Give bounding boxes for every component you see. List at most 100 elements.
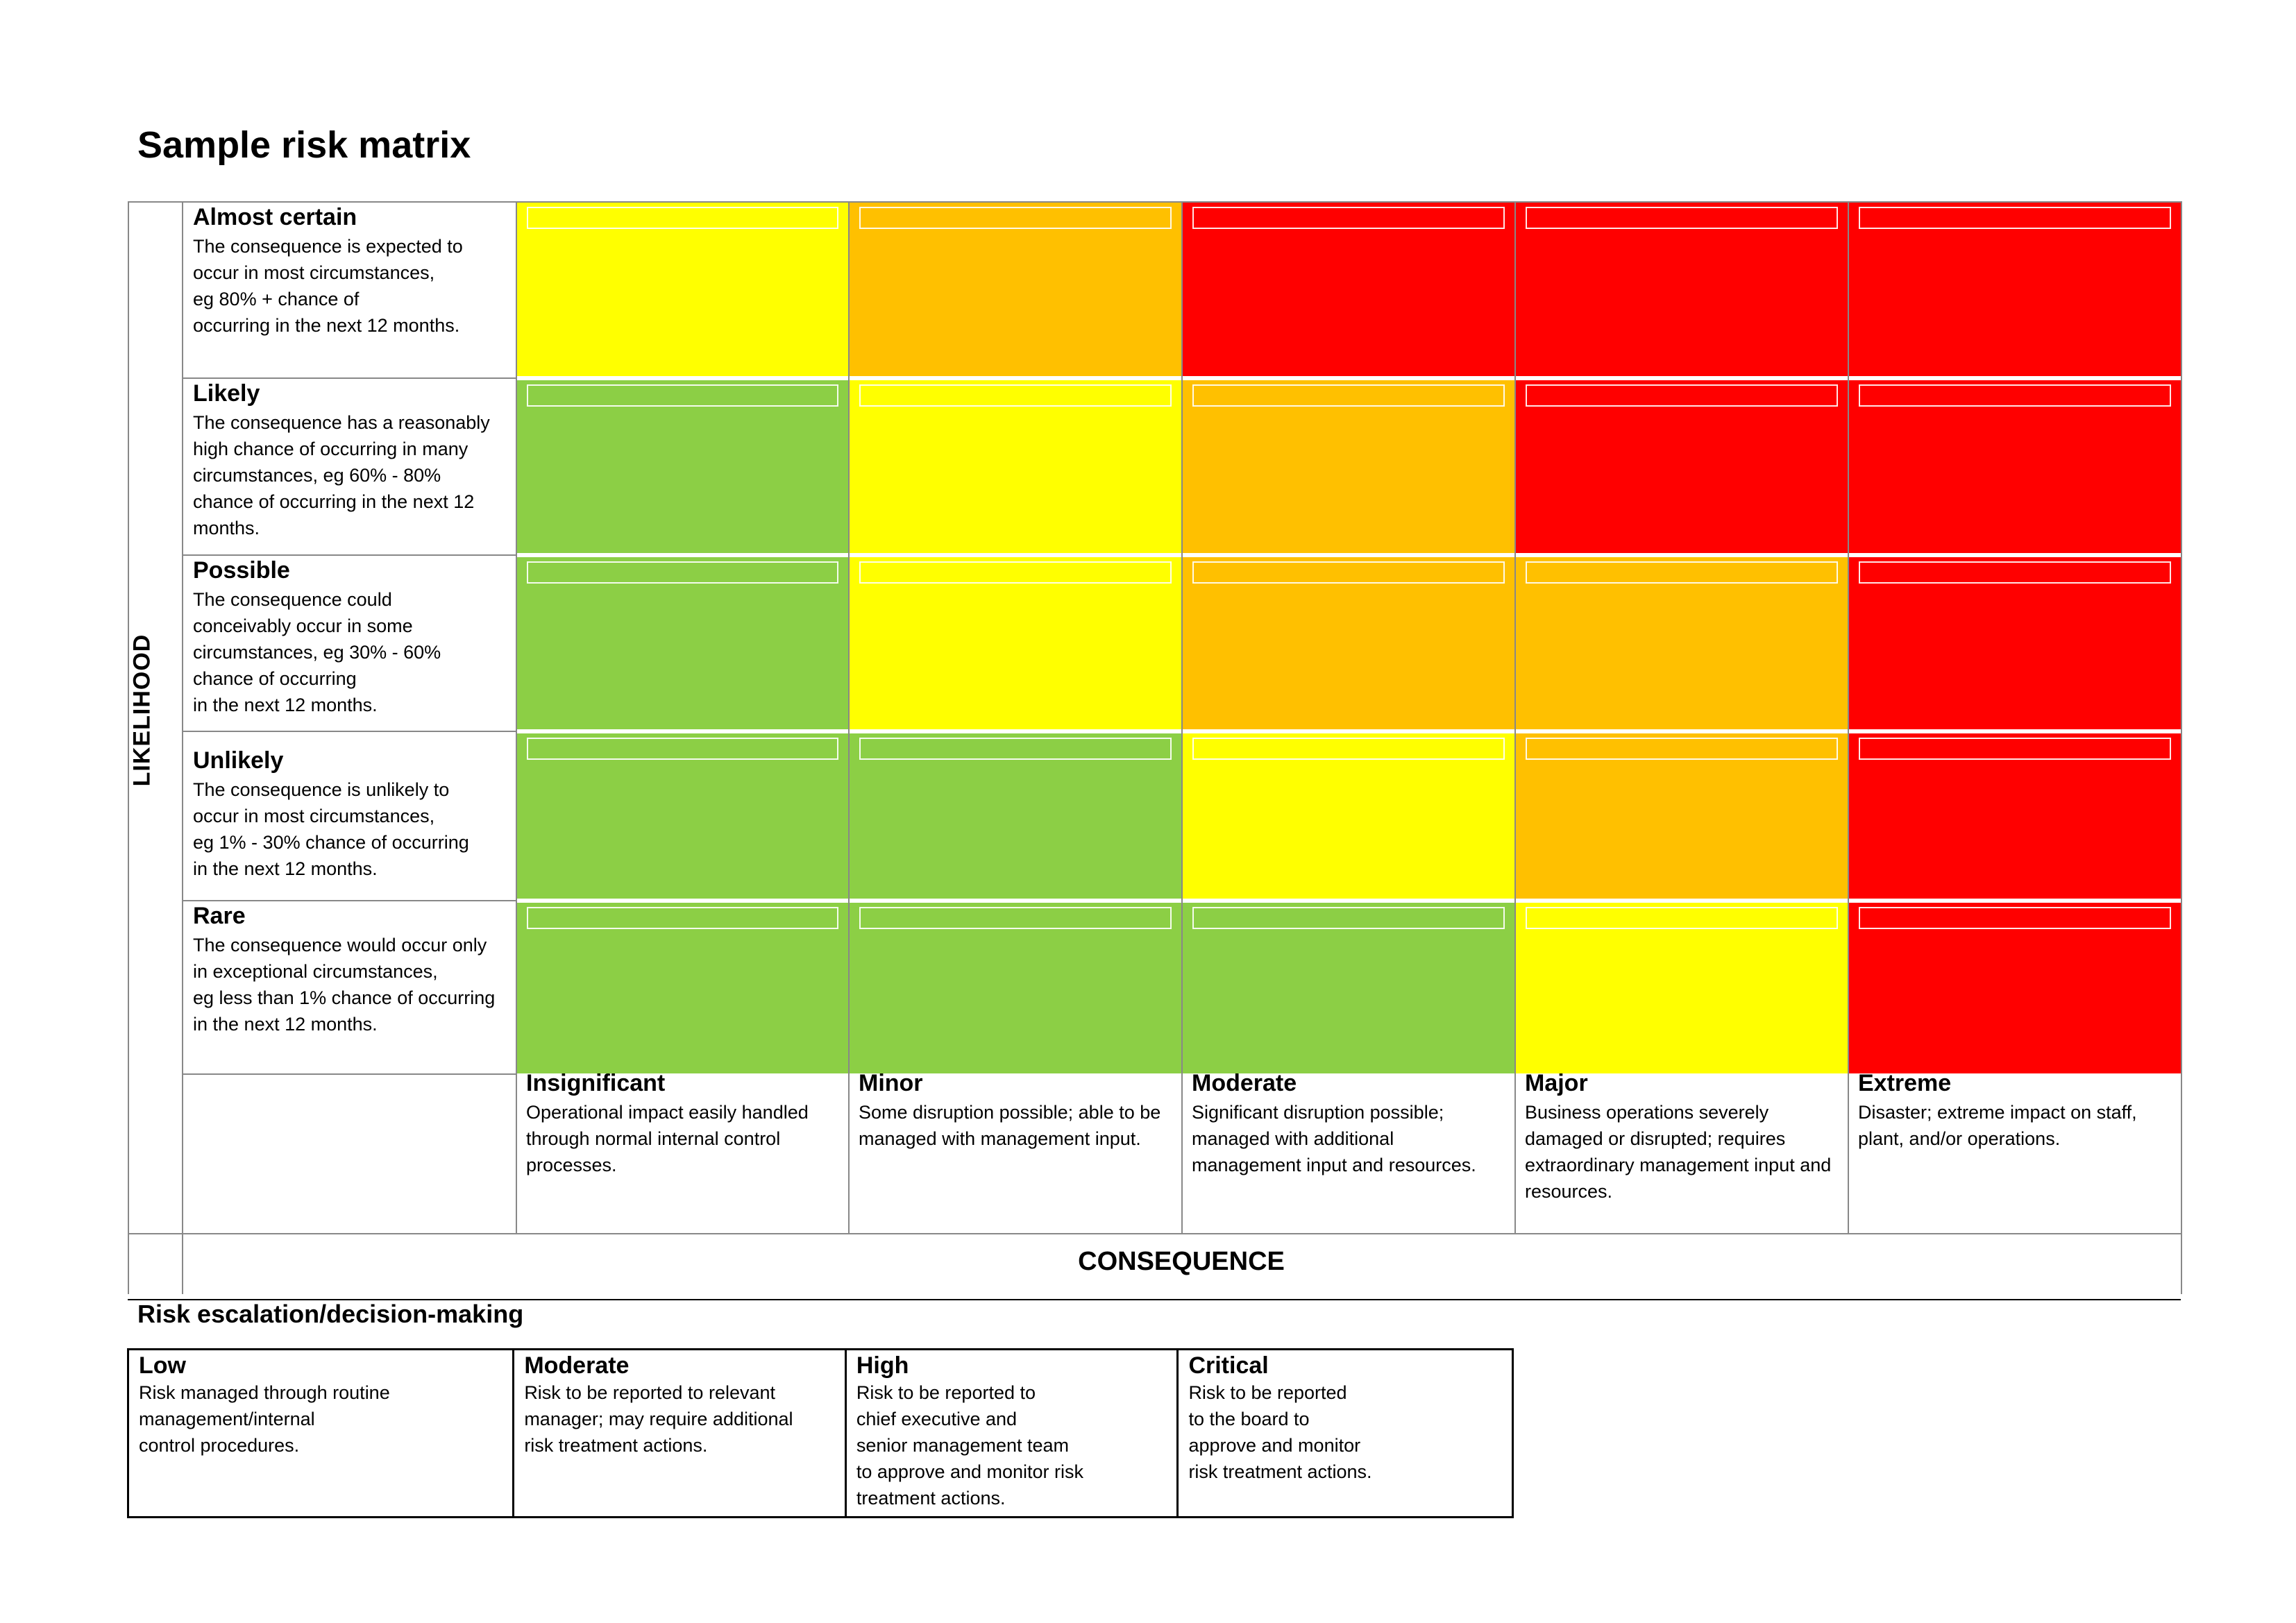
risk-cell-yellow	[1516, 903, 1848, 1073]
likelihood-level-description: The consequence could conceivably occur …	[193, 589, 441, 715]
likelihood-level-description: The consequence has a reasonably high ch…	[193, 412, 490, 538]
cell-label-box	[859, 561, 1172, 584]
column-divider	[1181, 201, 1183, 1233]
cell-label-box	[1192, 561, 1505, 584]
risk-cell-orange	[1516, 557, 1848, 729]
cell-label-box	[1526, 384, 1838, 407]
row-divider	[182, 900, 516, 901]
column-divider	[1514, 201, 1516, 1233]
cell-label-box	[859, 384, 1172, 407]
escalation-level-description: Risk managed through routine management/…	[139, 1382, 390, 1456]
consequence-column-label: Major Business operations severely damage…	[1525, 1069, 1839, 1205]
label-column-border	[182, 201, 183, 1294]
escalation-level-name: Low	[139, 1352, 186, 1379]
escalation-level-name: Critical	[1188, 1352, 1269, 1379]
column-divider	[848, 201, 850, 1233]
row-divider	[182, 1073, 516, 1075]
cell-label-box	[1859, 907, 2171, 929]
risk-cell-yellow	[850, 557, 1181, 729]
consequence-column-label: Minor Some disruption possible; able to b…	[859, 1069, 1172, 1152]
consequence-axis-title: CONSEQUENCE	[1078, 1246, 1285, 1276]
likelihood-row-label: Rare The consequence would occur only in …	[193, 901, 512, 1037]
consequence-level-name: Moderate	[1192, 1070, 1297, 1096]
risk-cell-red	[1849, 733, 2181, 899]
risk-cell-green	[850, 733, 1181, 899]
escalation-level-name: High	[856, 1352, 909, 1379]
likelihood-row-label: Unlikely The consequence is unlikely to o…	[193, 746, 512, 882]
cell-label-box	[527, 384, 838, 407]
consequence-level-description: Significant disruption possible; managed…	[1192, 1102, 1476, 1175]
risk-cell-yellow	[850, 380, 1181, 553]
risk-cell-green	[517, 557, 848, 729]
likelihood-level-name: Possible	[193, 557, 290, 584]
matrix-left-border	[128, 201, 129, 1294]
escalation-level-critical: Critical Risk to be reported to the board…	[1179, 1350, 1512, 1516]
likelihood-level-name: Likely	[193, 380, 260, 407]
escalation-title: Risk escalation/decision-making	[137, 1300, 524, 1328]
consequence-level-description: Business operations severely damaged or …	[1525, 1102, 1832, 1202]
consequence-level-name: Insignificant	[526, 1070, 666, 1096]
cell-label-box	[1526, 561, 1838, 584]
cell-label-box	[527, 207, 838, 229]
risk-cell-orange	[1516, 733, 1848, 899]
cell-label-box	[1859, 207, 2171, 229]
escalation-level-name: Moderate	[524, 1352, 630, 1379]
cell-label-box	[859, 907, 1172, 929]
column-divider	[1848, 201, 1849, 1233]
likelihood-row-label: Almost certain The consequence is expecte…	[193, 203, 512, 339]
matrix-top-border	[128, 201, 2181, 203]
cell-label-box	[859, 738, 1172, 760]
cell-label-box	[1192, 738, 1505, 760]
risk-cell-green	[1183, 903, 1514, 1073]
risk-cell-red	[1516, 203, 1848, 376]
matrix-bottom-border	[128, 1299, 2181, 1300]
risk-cell-orange	[850, 203, 1181, 376]
likelihood-level-name: Almost certain	[193, 204, 357, 230]
consequence-level-description: Some disruption possible; able to be man…	[859, 1102, 1161, 1149]
escalation-level-low: Low Risk managed through routine manageme…	[129, 1350, 515, 1516]
risk-cell-orange	[1183, 380, 1514, 553]
likelihood-level-name: Rare	[193, 903, 246, 929]
likelihood-row-label: Possible The consequence could conceivabl…	[193, 556, 512, 718]
likelihood-axis-label: LIKELIHOOD	[128, 634, 155, 787]
consequence-divider	[128, 1233, 2181, 1234]
risk-cell-green	[850, 903, 1181, 1073]
consequence-level-description: Disaster; extreme impact on staff, plant…	[1858, 1102, 2137, 1149]
risk-cell-green	[517, 733, 848, 899]
cell-label-box	[1526, 738, 1838, 760]
row-divider	[182, 377, 516, 379]
risk-cell-yellow	[1183, 733, 1514, 899]
escalation-level-description: Risk to be reported to relevant manager;…	[524, 1382, 793, 1456]
cell-label-box	[1859, 738, 2171, 760]
cell-label-box	[1526, 207, 1838, 229]
cell-label-box	[859, 207, 1172, 229]
escalation-level-description: Risk to be reported to the board to appr…	[1188, 1382, 1372, 1482]
cell-label-box	[527, 738, 838, 760]
risk-cell-orange	[1183, 557, 1514, 729]
likelihood-row-label: Likely The consequence has a reasonably h…	[193, 379, 512, 541]
cell-label-box	[527, 907, 838, 929]
risk-cell-red	[1849, 380, 2181, 553]
risk-cell-green	[517, 903, 848, 1073]
risk-cell-red	[1849, 203, 2181, 376]
consequence-level-name: Major	[1525, 1070, 1588, 1096]
page-title: Sample risk matrix	[137, 124, 471, 166]
row-divider	[182, 554, 516, 556]
likelihood-level-description: The consequence would occur only in exce…	[193, 935, 496, 1035]
consequence-column-label: Insignificant Operational impact easily h…	[526, 1069, 839, 1178]
consequence-level-description: Operational impact easily handled throug…	[526, 1102, 809, 1175]
risk-cell-green	[517, 380, 848, 553]
risk-cell-red	[1516, 380, 1848, 553]
consequence-column-label: Extreme Disaster; extreme impact on staff…	[1858, 1069, 2172, 1152]
escalation-level-high: High Risk to be reported to chief executi…	[847, 1350, 1179, 1516]
cell-label-box	[527, 561, 838, 584]
likelihood-level-name: Unlikely	[193, 747, 284, 774]
cell-label-box	[1526, 907, 1838, 929]
column-divider	[516, 201, 517, 1233]
consequence-level-name: Extreme	[1858, 1070, 1952, 1096]
risk-cell-red	[1849, 903, 2181, 1073]
cell-label-box	[1859, 561, 2171, 584]
matrix-right-border	[2181, 201, 2182, 1294]
consequence-level-name: Minor	[859, 1070, 923, 1096]
risk-cell-yellow	[517, 203, 848, 376]
